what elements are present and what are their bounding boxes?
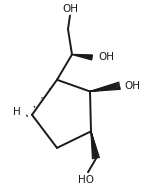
Text: OH: OH	[98, 52, 114, 62]
Polygon shape	[72, 55, 92, 60]
Text: OH: OH	[62, 4, 78, 14]
Text: HO: HO	[78, 175, 94, 185]
Text: H: H	[13, 107, 21, 117]
Text: OH: OH	[124, 81, 140, 91]
